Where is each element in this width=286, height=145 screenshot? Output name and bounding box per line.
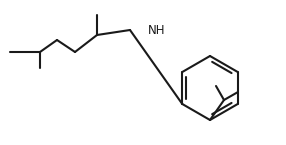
Text: NH: NH — [148, 23, 166, 37]
